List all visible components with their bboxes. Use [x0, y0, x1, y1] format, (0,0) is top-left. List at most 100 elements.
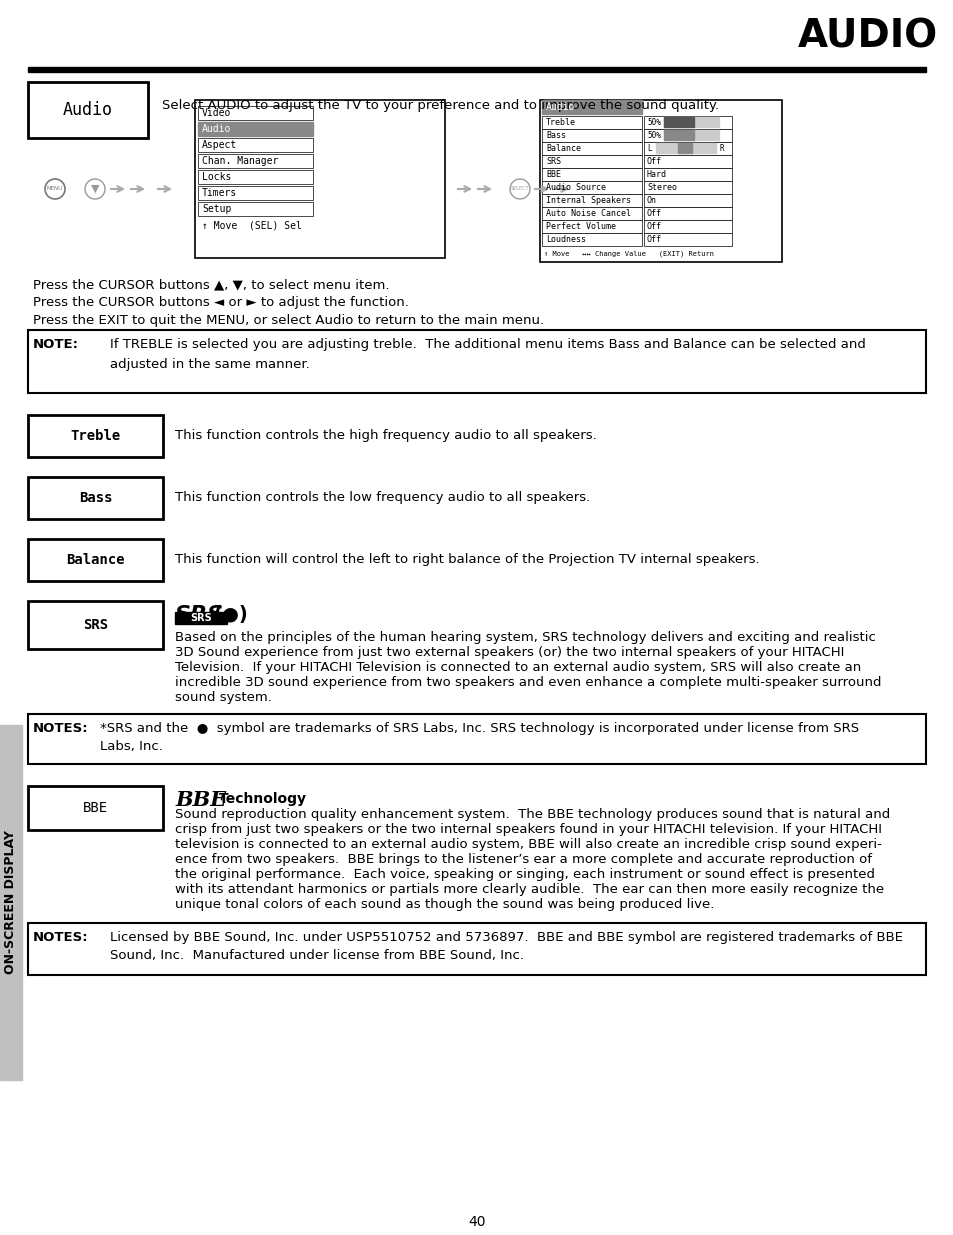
Text: with its attendant harmonics or partials more clearly audible.  The ear can then: with its attendant harmonics or partials…	[174, 883, 883, 897]
Text: Loudness: Loudness	[545, 235, 585, 245]
Bar	[656, 143, 716, 153]
Text: ▼: ▼	[91, 184, 99, 194]
Text: Audio: Audio	[202, 124, 232, 135]
Text: Chan. Manager: Chan. Manager	[202, 156, 278, 165]
Text: 3D Sound experience from just two external speakers (or) the two internal speake: 3D Sound experience from just two extern…	[174, 646, 843, 659]
Text: Audio: Audio	[63, 101, 112, 119]
Text: L: L	[646, 144, 651, 153]
Bar	[541, 182, 641, 194]
Bar	[663, 117, 719, 127]
Text: Balance: Balance	[545, 144, 580, 153]
Text: Locks: Locks	[202, 172, 232, 182]
Bar	[643, 116, 731, 128]
Text: Audio Source: Audio Source	[545, 183, 605, 191]
Text: Off: Off	[646, 235, 661, 245]
Text: This function controls the high frequency audio to all speakers.: This function controls the high frequenc…	[174, 430, 597, 442]
Bar	[194, 100, 444, 258]
Bar	[28, 330, 925, 393]
Bar	[678, 143, 691, 153]
Bar	[28, 67, 925, 72]
Text: NOTES:: NOTES:	[33, 931, 89, 944]
Text: ►: ►	[314, 125, 321, 133]
Text: This function controls the low frequency audio to all speakers.: This function controls the low frequency…	[174, 492, 590, 505]
Bar	[28, 82, 148, 138]
Text: Bass: Bass	[79, 492, 112, 505]
Bar	[174, 613, 227, 624]
Bar	[643, 128, 731, 142]
Text: Balance: Balance	[66, 553, 125, 567]
Text: Stereo: Stereo	[646, 183, 677, 191]
Bar	[28, 714, 925, 764]
Text: Timers: Timers	[202, 188, 237, 198]
Text: crisp from just two speakers or the two internal speakers found in your HITACHI : crisp from just two speakers or the two …	[174, 823, 882, 836]
Text: Audio: Audio	[545, 103, 575, 112]
Text: MENU: MENU	[47, 186, 63, 191]
Bar	[643, 194, 731, 207]
Bar	[28, 923, 925, 974]
Bar	[28, 538, 163, 580]
Text: Press the CURSOR buttons ◄ or ► to adjust the function.: Press the CURSOR buttons ◄ or ► to adjus…	[33, 296, 409, 309]
Text: Video: Video	[202, 107, 232, 119]
Bar	[541, 128, 641, 142]
Text: Aspect: Aspect	[202, 140, 237, 149]
Bar	[643, 182, 731, 194]
Bar	[663, 130, 719, 140]
Text: ON-SCREEN DISPLAY: ON-SCREEN DISPLAY	[5, 831, 17, 974]
Text: Sound reproduction quality enhancement system.  The BBE technology produces soun: Sound reproduction quality enhancement s…	[174, 808, 889, 821]
Bar	[28, 601, 163, 650]
Text: BBE: BBE	[83, 802, 108, 815]
Text: unique tonal colors of each sound as though the sound was being produced live.: unique tonal colors of each sound as tho…	[174, 898, 714, 911]
Text: SRS: SRS	[174, 605, 224, 625]
Text: Television.  If your HITACHI Television is connected to an external audio system: Television. If your HITACHI Television i…	[174, 661, 861, 674]
Text: ↑ Move  (SEL) Sel: ↑ Move (SEL) Sel	[202, 220, 301, 230]
Text: NOTE:: NOTE:	[33, 338, 79, 351]
Bar	[198, 170, 313, 184]
Bar	[643, 233, 731, 246]
Text: AUDIO: AUDIO	[797, 19, 937, 56]
Text: television is connected to an external audio system, BBE will also create an inc: television is connected to an external a…	[174, 839, 881, 851]
Bar	[541, 168, 641, 182]
Bar	[541, 194, 641, 207]
Text: 40: 40	[468, 1215, 485, 1229]
Bar	[198, 122, 313, 136]
Text: Hard: Hard	[646, 170, 666, 179]
Text: Off: Off	[646, 222, 661, 231]
Text: adjusted in the same manner.: adjusted in the same manner.	[110, 358, 310, 370]
Bar	[541, 220, 641, 233]
Bar	[198, 154, 313, 168]
Text: (●): (●)	[213, 605, 248, 624]
Bar	[28, 785, 163, 830]
Text: incredible 3D sound experience from two speakers and even enhance a complete mul: incredible 3D sound experience from two …	[174, 676, 881, 689]
Text: Treble: Treble	[71, 429, 120, 443]
Text: 50%: 50%	[646, 131, 660, 140]
Bar	[198, 186, 313, 200]
Text: SRS: SRS	[83, 618, 108, 632]
Bar	[643, 142, 731, 156]
Bar	[643, 168, 731, 182]
Text: BBE: BBE	[174, 790, 226, 810]
Text: SRS: SRS	[545, 157, 560, 165]
Text: Treble: Treble	[545, 119, 576, 127]
Bar	[643, 220, 731, 233]
Text: If TREBLE is selected you are adjusting treble.  The additional menu items Bass : If TREBLE is selected you are adjusting …	[110, 338, 865, 351]
Bar	[541, 233, 641, 246]
Bar	[198, 106, 313, 120]
Text: Bass: Bass	[545, 131, 565, 140]
Bar	[541, 100, 641, 114]
Text: Labs, Inc.: Labs, Inc.	[100, 740, 163, 753]
Text: Technology: Technology	[219, 792, 307, 806]
Text: R: R	[720, 144, 724, 153]
Text: Sound, Inc.  Manufactured under license from BBE Sound, Inc.: Sound, Inc. Manufactured under license f…	[110, 948, 523, 962]
Text: *SRS and the  ●  symbol are trademarks of SRS Labs, Inc. SRS technology is incor: *SRS and the ● symbol are trademarks of …	[100, 722, 859, 735]
Text: SRS: SRS	[190, 613, 212, 622]
Bar	[663, 130, 693, 140]
Text: Off: Off	[646, 157, 661, 165]
Bar	[541, 156, 641, 168]
Text: 50%: 50%	[646, 119, 660, 127]
Bar	[541, 116, 641, 128]
Bar	[663, 117, 693, 127]
Text: Perfect Volume: Perfect Volume	[545, 222, 616, 231]
Text: ence from two speakers.  BBE brings to the listener’s ear a more complete and ac: ence from two speakers. BBE brings to th…	[174, 853, 871, 866]
Text: sound system.: sound system.	[174, 692, 272, 704]
Bar	[539, 100, 781, 262]
